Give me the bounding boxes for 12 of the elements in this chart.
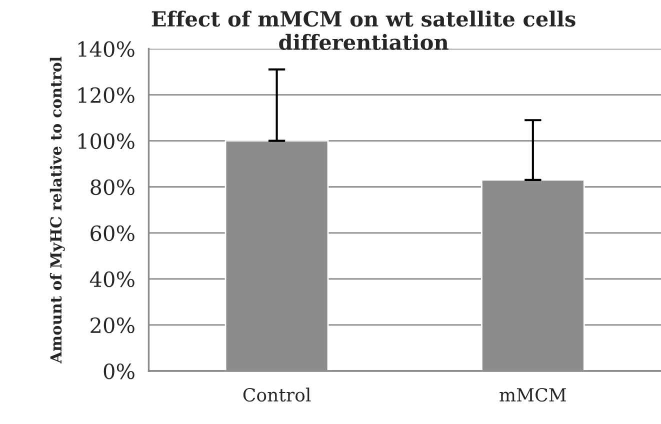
y-axis-title: Amount of MyHC relative to control [50, 56, 65, 364]
y-tick-label: 140% [78, 41, 134, 57]
x-tick-label: Control [243, 388, 311, 402]
y-tick-label: 0% [104, 363, 134, 380]
y-tick-label: 60% [90, 225, 134, 242]
y-tick-label: 100% [78, 133, 134, 150]
chart-title: Effect of mMCM on wt satellite cells differentiation [152, 10, 576, 50]
x-tick-label: mMCM [500, 388, 566, 402]
y-tick-label: 20% [90, 317, 134, 334]
y-tick-label: 40% [90, 271, 134, 288]
y-tick-label: 80% [90, 179, 134, 196]
y-tick-label: 120% [78, 87, 134, 104]
